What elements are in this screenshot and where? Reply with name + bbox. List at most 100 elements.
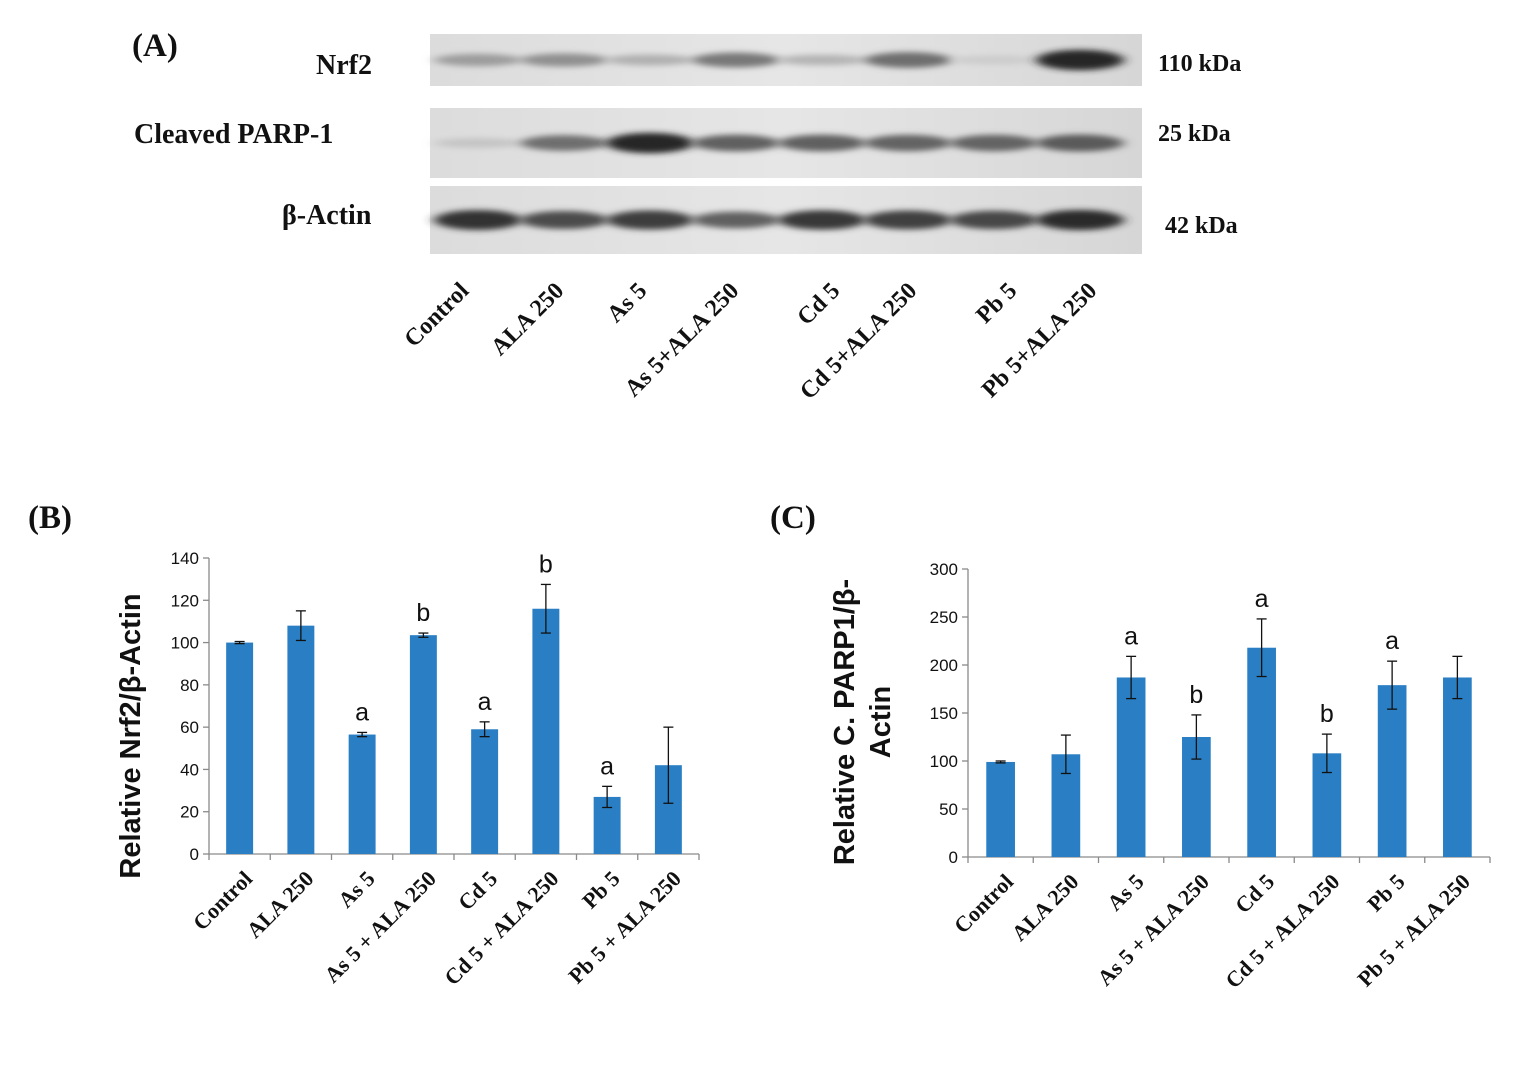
x-tick-label: Cd 5: [1230, 869, 1279, 918]
y-tick-label: 250: [930, 608, 958, 627]
x-tick-label: Cd 5 + ALA 250: [439, 866, 563, 990]
kda-label: 25 kDa: [1158, 121, 1231, 147]
bar: [226, 642, 254, 854]
bar: [986, 761, 1015, 857]
error-bar: [418, 632, 429, 638]
protein-band: [1036, 49, 1124, 71]
error-bar: [1060, 734, 1071, 775]
y-tick-label: 100: [930, 752, 958, 771]
protein-band: [692, 52, 780, 68]
protein-band: [520, 53, 608, 67]
significance-letter: a: [1385, 627, 1399, 655]
y-axis-title: Actin: [865, 686, 897, 759]
y-tick-label: 300: [930, 560, 958, 579]
protein-band: [950, 134, 1038, 152]
bar: [1443, 677, 1472, 857]
protein-band: [434, 210, 522, 230]
x-tick-label: Cd 5: [453, 866, 502, 915]
protein-band: [1036, 209, 1124, 231]
protein-band: [434, 53, 522, 67]
protein-band: [950, 210, 1038, 230]
y-tick-label: 20: [180, 803, 199, 822]
significance-letter: b: [539, 550, 553, 578]
y-tick-label: 60: [180, 718, 199, 737]
error-bar: [1191, 714, 1202, 760]
error-bar: [1452, 655, 1463, 700]
y-tick-label: 0: [949, 848, 958, 867]
y-tick-label: 140: [171, 549, 199, 568]
significance-letter: a: [1255, 585, 1269, 613]
bar: [532, 608, 560, 854]
protein-band: [606, 132, 694, 154]
protein-band: [778, 54, 866, 66]
error-bar: [995, 760, 1006, 764]
x-tick-label: Pb 5 + ALA 250: [563, 866, 685, 988]
x-tick-label: Cd 5 + ALA 250: [1220, 869, 1344, 993]
kda-label: 42 kDa: [1165, 213, 1238, 239]
bar: [1247, 647, 1276, 857]
y-axis-title: Relative Nrf2/β-Actin: [115, 593, 147, 878]
y-tick-label: 200: [930, 656, 958, 675]
protein-label: β-Actin: [282, 200, 372, 231]
protein-band: [864, 134, 952, 152]
protein-label: Cleaved PARP-1: [134, 119, 333, 150]
protein-band: [950, 55, 1038, 65]
protein-band: [778, 134, 866, 152]
y-tick-label: 0: [190, 845, 199, 864]
lane-label: As 5: [602, 278, 652, 328]
error-bar: [1126, 655, 1137, 700]
significance-letter: a: [478, 688, 492, 716]
bar: [287, 625, 315, 854]
error-bar: [1387, 660, 1398, 710]
blot-strip-1: Cleaved PARP-1 25 kDa: [134, 108, 1231, 178]
bar: [409, 635, 437, 854]
x-tick-label: ALA 250: [1007, 869, 1084, 946]
protein-band: [778, 210, 866, 230]
x-tick-label: As 5 + ALA 250: [1092, 869, 1214, 991]
significance-letter: b: [1189, 681, 1203, 709]
x-tick-label: Pb 5 + ALA 250: [1352, 869, 1474, 991]
western-blot-panel: (A) Nrf2 110 kDa Cleaved PARP-1 25 kDa β-Act…: [132, 28, 1241, 405]
significance-letter: a: [1124, 622, 1138, 650]
panel-b-label: (B): [28, 500, 72, 536]
y-axis-title: Relative C. PARP1/β-: [829, 579, 861, 865]
protein-band: [1036, 134, 1124, 152]
error-bar: [1256, 618, 1267, 678]
y-tick-label: 120: [171, 591, 199, 610]
significance-letter: b: [1320, 700, 1334, 728]
lane-label: Cd 5: [792, 278, 845, 331]
protein-band: [606, 210, 694, 230]
protein-band: [520, 135, 608, 151]
y-tick-label: 80: [180, 676, 199, 695]
error-bar: [602, 785, 613, 809]
lane-label: Control: [400, 278, 475, 353]
lane-label: ALA 250: [486, 278, 569, 361]
panel-a-label: (A): [132, 28, 178, 64]
error-bar: [357, 731, 368, 738]
protein-band: [864, 210, 952, 230]
y-tick-label: 40: [180, 760, 199, 779]
bar: [1116, 677, 1146, 857]
error-bar: [1321, 733, 1332, 774]
x-tick-label: As 5: [1102, 869, 1149, 916]
protein-band: [520, 210, 608, 230]
lane-label: Pb 5: [971, 278, 1022, 329]
x-tick-label: As 5 + ALA 250: [319, 866, 441, 988]
protein-band: [434, 138, 522, 148]
protein-label: Nrf2: [316, 50, 372, 81]
protein-band: [606, 54, 694, 66]
bar: [471, 729, 499, 854]
significance-letter: a: [355, 698, 369, 726]
x-tick-label: Pb 5: [1362, 869, 1410, 917]
error-bar: [479, 721, 490, 738]
error-bar: [663, 726, 674, 804]
blot-strip-0: Nrf2 110 kDa: [316, 34, 1241, 86]
bar: [348, 734, 376, 854]
x-tick-label: ALA 250: [242, 866, 319, 943]
bar: [1377, 685, 1407, 857]
x-tick-label: As 5: [333, 866, 380, 913]
blot-strip-2: β-Actin 42 kDa: [282, 186, 1238, 254]
